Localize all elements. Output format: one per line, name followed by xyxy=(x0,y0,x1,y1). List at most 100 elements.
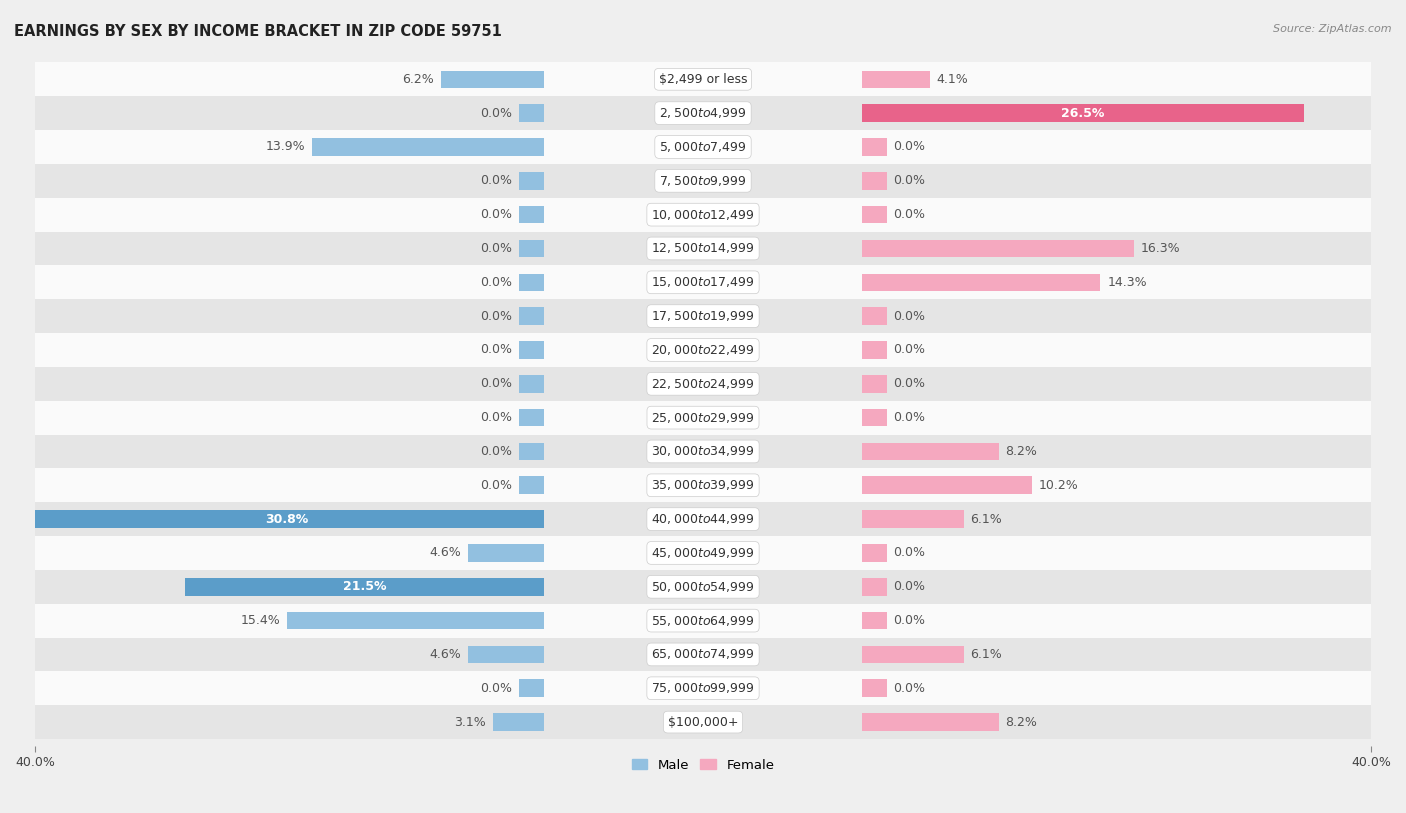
Text: $50,000 to $54,999: $50,000 to $54,999 xyxy=(651,580,755,593)
Bar xyxy=(519,273,544,291)
Bar xyxy=(35,570,1371,604)
Bar xyxy=(862,71,931,88)
Text: EARNINGS BY SEX BY INCOME BRACKET IN ZIP CODE 59751: EARNINGS BY SEX BY INCOME BRACKET IN ZIP… xyxy=(14,24,502,39)
Text: 0.0%: 0.0% xyxy=(481,107,513,120)
Bar xyxy=(862,104,1305,122)
Text: 14.3%: 14.3% xyxy=(1107,276,1147,289)
Text: 0.0%: 0.0% xyxy=(481,208,513,221)
Bar xyxy=(35,705,1371,739)
Bar xyxy=(30,511,544,528)
Text: 0.0%: 0.0% xyxy=(481,242,513,255)
Text: $100,000+: $100,000+ xyxy=(668,715,738,728)
Bar xyxy=(519,476,544,494)
Bar xyxy=(519,104,544,122)
Text: 13.9%: 13.9% xyxy=(266,141,305,154)
Text: 0.0%: 0.0% xyxy=(481,310,513,323)
Bar xyxy=(35,672,1371,705)
Text: 0.0%: 0.0% xyxy=(481,343,513,356)
Bar xyxy=(519,442,544,460)
Text: 0.0%: 0.0% xyxy=(481,411,513,424)
Bar xyxy=(35,299,1371,333)
Bar xyxy=(519,307,544,325)
Text: 0.0%: 0.0% xyxy=(481,276,513,289)
Text: $10,000 to $12,499: $10,000 to $12,499 xyxy=(651,207,755,222)
Text: $22,500 to $24,999: $22,500 to $24,999 xyxy=(651,376,755,391)
Bar xyxy=(35,502,1371,536)
Text: 0.0%: 0.0% xyxy=(481,682,513,695)
Bar xyxy=(35,63,1371,96)
Text: $20,000 to $22,499: $20,000 to $22,499 xyxy=(651,343,755,357)
Bar xyxy=(862,206,887,224)
Text: $15,000 to $17,499: $15,000 to $17,499 xyxy=(651,276,755,289)
Text: 4.6%: 4.6% xyxy=(429,546,461,559)
Bar xyxy=(35,96,1371,130)
Bar xyxy=(468,544,544,562)
Text: $45,000 to $49,999: $45,000 to $49,999 xyxy=(651,546,755,560)
Legend: Male, Female: Male, Female xyxy=(626,754,780,777)
Text: 0.0%: 0.0% xyxy=(893,546,925,559)
Text: $7,500 to $9,999: $7,500 to $9,999 xyxy=(659,174,747,188)
Text: $2,500 to $4,999: $2,500 to $4,999 xyxy=(659,107,747,120)
Text: $40,000 to $44,999: $40,000 to $44,999 xyxy=(651,512,755,526)
Bar xyxy=(519,206,544,224)
Bar xyxy=(35,198,1371,232)
Text: 0.0%: 0.0% xyxy=(481,174,513,187)
Bar xyxy=(862,138,887,156)
Text: 0.0%: 0.0% xyxy=(893,614,925,627)
Bar xyxy=(519,375,544,393)
Text: 0.0%: 0.0% xyxy=(481,445,513,458)
Bar xyxy=(862,476,1032,494)
Text: 3.1%: 3.1% xyxy=(454,715,486,728)
Text: 0.0%: 0.0% xyxy=(893,141,925,154)
Bar xyxy=(35,468,1371,502)
Text: 0.0%: 0.0% xyxy=(893,580,925,593)
Text: $2,499 or less: $2,499 or less xyxy=(659,73,747,86)
Text: 16.3%: 16.3% xyxy=(1140,242,1180,255)
Text: 15.4%: 15.4% xyxy=(240,614,280,627)
Text: 6.1%: 6.1% xyxy=(970,648,1002,661)
Text: 6.1%: 6.1% xyxy=(970,513,1002,526)
Bar xyxy=(186,578,544,596)
Bar xyxy=(35,232,1371,265)
Text: 0.0%: 0.0% xyxy=(893,208,925,221)
Text: 4.6%: 4.6% xyxy=(429,648,461,661)
Bar xyxy=(519,240,544,257)
Bar xyxy=(287,612,544,629)
Bar xyxy=(519,172,544,189)
Text: 0.0%: 0.0% xyxy=(893,310,925,323)
Text: Source: ZipAtlas.com: Source: ZipAtlas.com xyxy=(1274,24,1392,34)
Text: 26.5%: 26.5% xyxy=(1062,107,1105,120)
Bar xyxy=(862,544,887,562)
Bar xyxy=(862,172,887,189)
Text: 4.1%: 4.1% xyxy=(936,73,969,86)
Text: 10.2%: 10.2% xyxy=(1039,479,1078,492)
Text: 0.0%: 0.0% xyxy=(481,377,513,390)
Bar xyxy=(862,240,1133,257)
Text: 0.0%: 0.0% xyxy=(893,174,925,187)
Bar xyxy=(35,637,1371,672)
Text: 6.2%: 6.2% xyxy=(402,73,434,86)
Bar xyxy=(35,536,1371,570)
Bar xyxy=(441,71,544,88)
Text: 8.2%: 8.2% xyxy=(1005,445,1038,458)
Bar xyxy=(862,442,998,460)
Text: 21.5%: 21.5% xyxy=(343,580,387,593)
Bar xyxy=(862,511,963,528)
Bar xyxy=(519,341,544,359)
Text: 0.0%: 0.0% xyxy=(481,479,513,492)
Bar xyxy=(468,646,544,663)
Bar xyxy=(35,265,1371,299)
Bar xyxy=(35,401,1371,434)
Bar xyxy=(862,680,887,697)
Bar xyxy=(862,409,887,427)
Bar xyxy=(862,646,963,663)
Text: $5,000 to $7,499: $5,000 to $7,499 xyxy=(659,140,747,154)
Text: 0.0%: 0.0% xyxy=(893,682,925,695)
Bar xyxy=(862,375,887,393)
Text: 30.8%: 30.8% xyxy=(266,513,309,526)
Text: 0.0%: 0.0% xyxy=(893,411,925,424)
Text: $17,500 to $19,999: $17,500 to $19,999 xyxy=(651,309,755,323)
Text: $55,000 to $64,999: $55,000 to $64,999 xyxy=(651,614,755,628)
Text: $25,000 to $29,999: $25,000 to $29,999 xyxy=(651,411,755,424)
Bar xyxy=(862,341,887,359)
